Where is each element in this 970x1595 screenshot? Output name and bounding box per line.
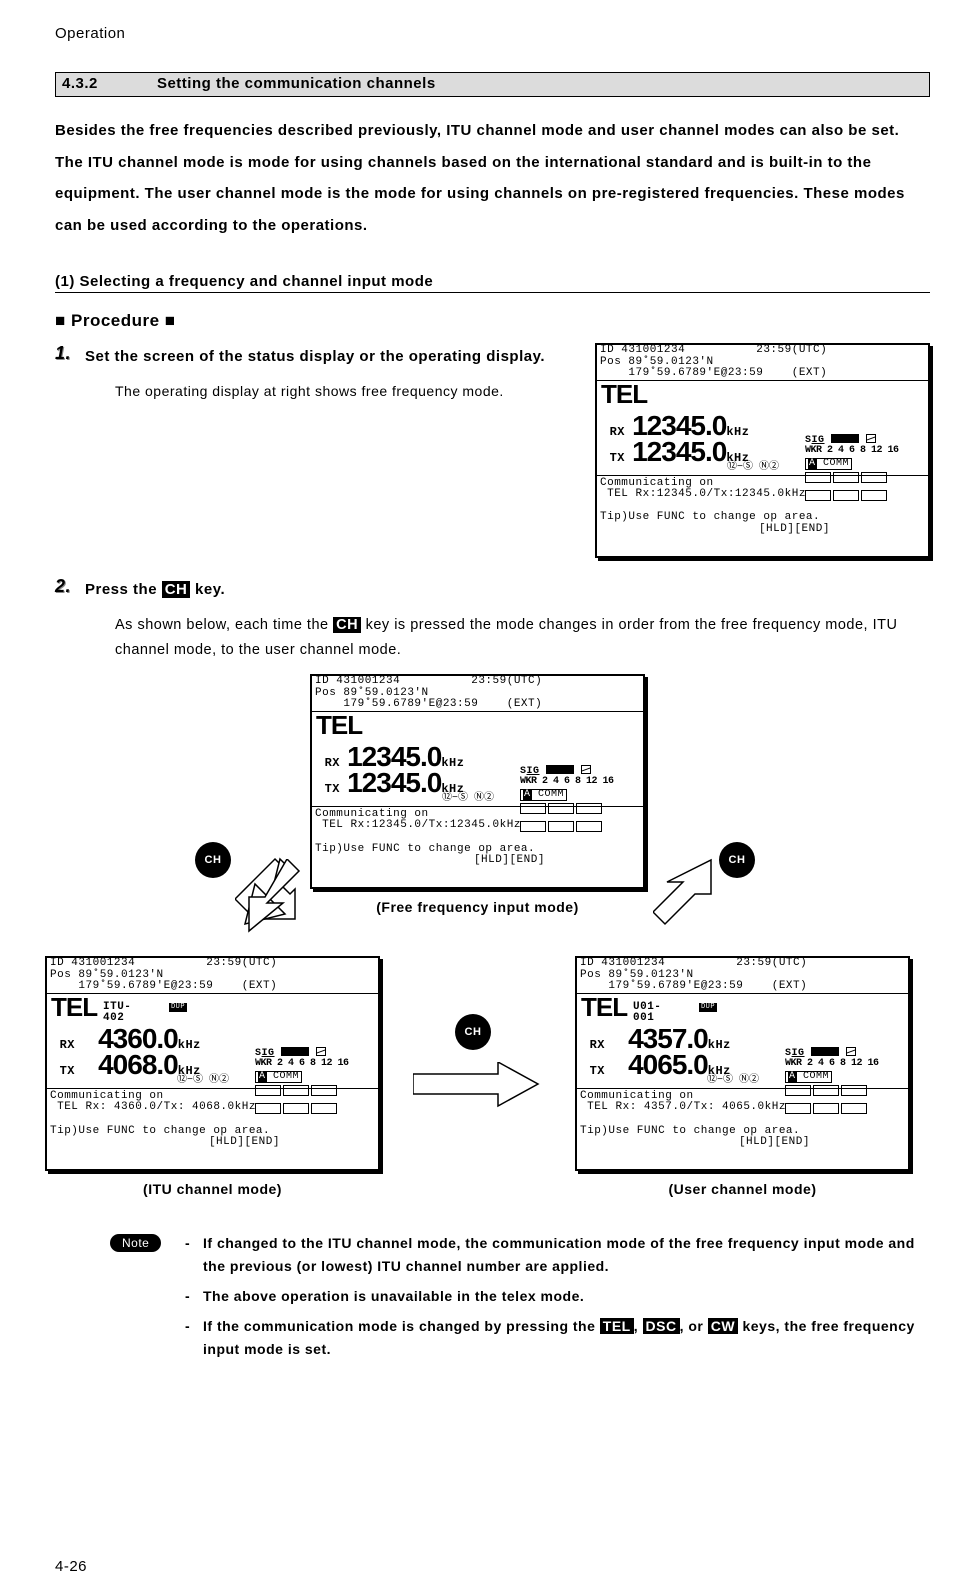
intro-text: Besides the free frequencies described p… xyxy=(55,115,930,241)
radio-hld: [HLD][END] xyxy=(597,524,928,536)
mute-icon xyxy=(866,434,876,443)
radio-display-itu: ID 431001234 23:59(UTC) Pos 89˚59.0123'N… xyxy=(45,956,380,1171)
dsc-key: DSC xyxy=(643,1318,680,1334)
bar-icon xyxy=(805,472,831,483)
step-1: 1. Set the screen of the status display … xyxy=(55,343,585,370)
arrow-up-right-icon xyxy=(653,854,723,934)
step-1-sub: The operating display at right shows fre… xyxy=(115,380,585,404)
subsection-divider xyxy=(55,292,930,293)
mode-cycle-diagram: ID 431001234 23:59(UTC) Pos 89˚59.0123'N… xyxy=(55,674,930,1364)
comm-box: A COMM xyxy=(805,458,852,471)
step-2-number: 2. xyxy=(55,576,85,597)
cw-key: CW xyxy=(708,1318,738,1334)
hld: [HLD][END] xyxy=(47,1137,378,1149)
user-label: U01- 001 xyxy=(633,1002,661,1025)
radio-sn: ⑫−Ⓢ Ⓝ② xyxy=(727,463,779,474)
arrow-right-icon xyxy=(413,1062,543,1112)
tel-key: TEL xyxy=(600,1318,634,1334)
bar-icon xyxy=(861,490,887,501)
wkr: WKR 2 4 6 8 12 16 xyxy=(520,776,614,787)
procedure-title: ■ Procedure ■ xyxy=(55,311,930,331)
caption-itu: (ITU channel mode) xyxy=(45,1181,380,1197)
user-tx: 4065.0 xyxy=(628,1049,708,1080)
sig-label: SIG xyxy=(805,435,825,446)
step-1-text: Set the screen of the status display or … xyxy=(85,343,585,370)
section-title: Setting the communication channels xyxy=(157,75,436,92)
subsection-title: (1) Selecting a frequency and channel in… xyxy=(55,273,930,290)
section-number: 4.3.2 xyxy=(62,75,152,92)
tx-freq: 12345.0 xyxy=(347,767,441,798)
note-item-1: If changed to the ITU channel mode, the … xyxy=(185,1232,930,1277)
step2-pre: Press the xyxy=(85,581,162,598)
page-number: 4-26 xyxy=(55,1558,87,1575)
arrow-down-left-icon xyxy=(237,859,307,939)
ch-key-ref: CH xyxy=(162,581,191,598)
bar-icon xyxy=(833,490,859,501)
bar-icon xyxy=(861,472,887,483)
radio-display-user: ID 431001234 23:59(UTC) Pos 89˚59.0123'N… xyxy=(575,956,910,1171)
hld: [HLD][END] xyxy=(577,1137,908,1149)
bar-icon xyxy=(833,472,859,483)
ch-button-icon: CH xyxy=(719,842,755,878)
radio-display-free: ID 431001234 23:59(UTC) Pos 89˚59.0123'N… xyxy=(310,674,645,889)
section-title-bar: 4.3.2 Setting the communication channels xyxy=(55,72,930,97)
ch-button-icon: CH xyxy=(195,842,231,878)
step2-sub-pre: As shown below, each time the xyxy=(115,617,333,633)
wkr-label: WKR 2 4 6 8 12 16 xyxy=(805,445,899,456)
note-item-3: If the communication mode is changed by … xyxy=(185,1315,930,1360)
note-badge: Note xyxy=(110,1234,161,1252)
note-item-2: The above operation is unavailable in th… xyxy=(185,1285,930,1307)
sig-bar-icon xyxy=(831,434,859,443)
n3-m2: , or xyxy=(680,1318,708,1334)
step-1-number: 1. xyxy=(55,343,85,364)
radio-tx-freq: 12345.0 xyxy=(632,436,726,467)
tx-label: TX xyxy=(603,452,625,465)
wkr: WKR 2 4 6 8 12 16 xyxy=(255,1058,349,1069)
radio-id: ID 431001234 23:59(UTC) xyxy=(597,345,928,357)
radio-display-free-top: ID 431001234 23:59(UTC) Pos 89˚59.0123'N… xyxy=(595,343,930,558)
ch-key-ref2: CH xyxy=(333,617,361,633)
step-2-text: Press the CH key. xyxy=(85,576,930,603)
n3-pre: If the communication mode is changed by … xyxy=(203,1318,600,1334)
step-2: 2. Press the CH key. xyxy=(55,576,930,603)
step2-post: key. xyxy=(190,581,225,598)
page-header: Operation xyxy=(55,25,930,42)
caption-free: (Free frequency input mode) xyxy=(310,899,645,915)
radio-hld: [HLD][END] xyxy=(312,855,643,867)
ch-button-icon: CH xyxy=(455,1014,491,1050)
itu-tx: 4068.0 xyxy=(98,1049,178,1080)
wkr: WKR 2 4 6 8 12 16 xyxy=(785,1058,879,1069)
n3-m1: , xyxy=(634,1318,643,1334)
caption-user: (User channel mode) xyxy=(575,1181,910,1197)
itu-label: ITU- 402 xyxy=(103,1002,131,1025)
radio-tel-label: TEL xyxy=(601,379,647,409)
radio-tel-label: TEL xyxy=(316,710,362,740)
bar-icon xyxy=(805,490,831,501)
